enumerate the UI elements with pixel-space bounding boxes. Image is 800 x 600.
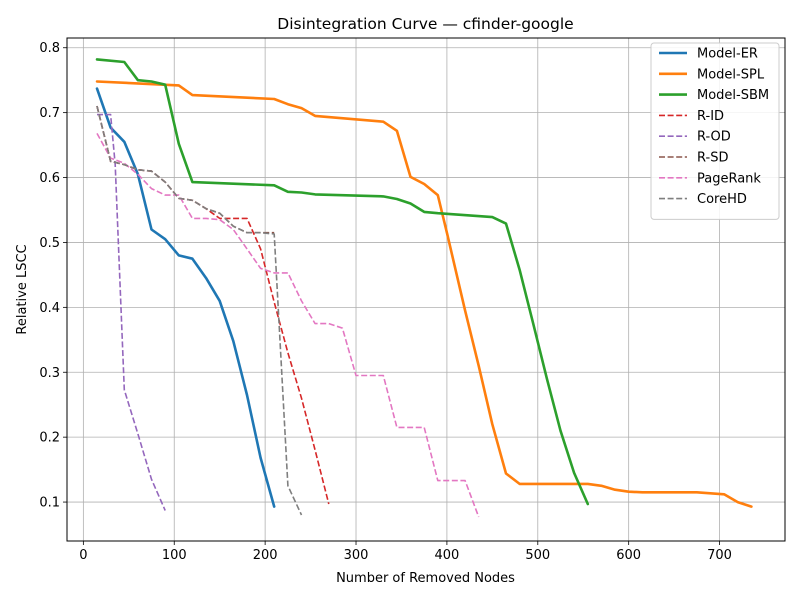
x-tick-label: 500 <box>525 548 550 563</box>
legend-label: R-OD <box>697 130 731 145</box>
axis-ticks: 0 100 200 300 400 500 600 700 0.1 0.2 0.3 0.4 0.5 0.6… <box>39 41 732 563</box>
legend-label: Model-ER <box>697 47 758 62</box>
legend-label: Model-SPL <box>697 67 765 82</box>
series-line-corehd <box>96 105 303 516</box>
y-tick-label: 0.3 <box>39 366 60 381</box>
legend-label: R-ID <box>697 109 724 124</box>
series-line-model-sbm <box>95 58 590 506</box>
series-line-model-er <box>95 87 276 508</box>
legend-label: R-SD <box>697 151 728 166</box>
legend: Model-ER Model-SPL Model-SBM R-ID R-OD R-SD Pa… <box>650 42 780 220</box>
y-tick-label: 0.2 <box>39 431 60 446</box>
y-tick-label: 0.5 <box>39 236 60 251</box>
x-tick-label: 200 <box>253 548 278 563</box>
y-axis-title: Relative LSCC <box>15 244 30 334</box>
series-lines <box>95 58 753 518</box>
legend-box <box>650 42 780 220</box>
y-tick-label: 0.4 <box>39 301 60 316</box>
y-tick-label: 0.6 <box>39 171 60 186</box>
x-tick-label: 700 <box>707 548 732 563</box>
legend-label: Model-SBM <box>697 88 769 103</box>
plot-frame <box>66 37 786 542</box>
x-tick-label: 0 <box>79 548 87 563</box>
y-tick-label: 0.8 <box>39 41 60 56</box>
x-tick-label: 100 <box>162 548 187 563</box>
chart-title: Disintegration Curve — cfinder-google <box>277 15 573 33</box>
x-tick-label: 400 <box>434 548 459 563</box>
x-tick-label: 300 <box>344 548 369 563</box>
series-line-r-od <box>97 113 166 511</box>
series-line-pagerank <box>96 133 480 518</box>
y-tick-label: 0.1 <box>39 496 60 511</box>
legend-label: PageRank <box>697 171 761 186</box>
legend-label: CoreHD <box>697 192 747 207</box>
x-axis-title: Number of Removed Nodes <box>336 571 515 586</box>
y-tick-label: 0.7 <box>39 106 60 121</box>
series-line-model-spl <box>95 80 753 508</box>
x-tick-label: 600 <box>616 548 641 563</box>
